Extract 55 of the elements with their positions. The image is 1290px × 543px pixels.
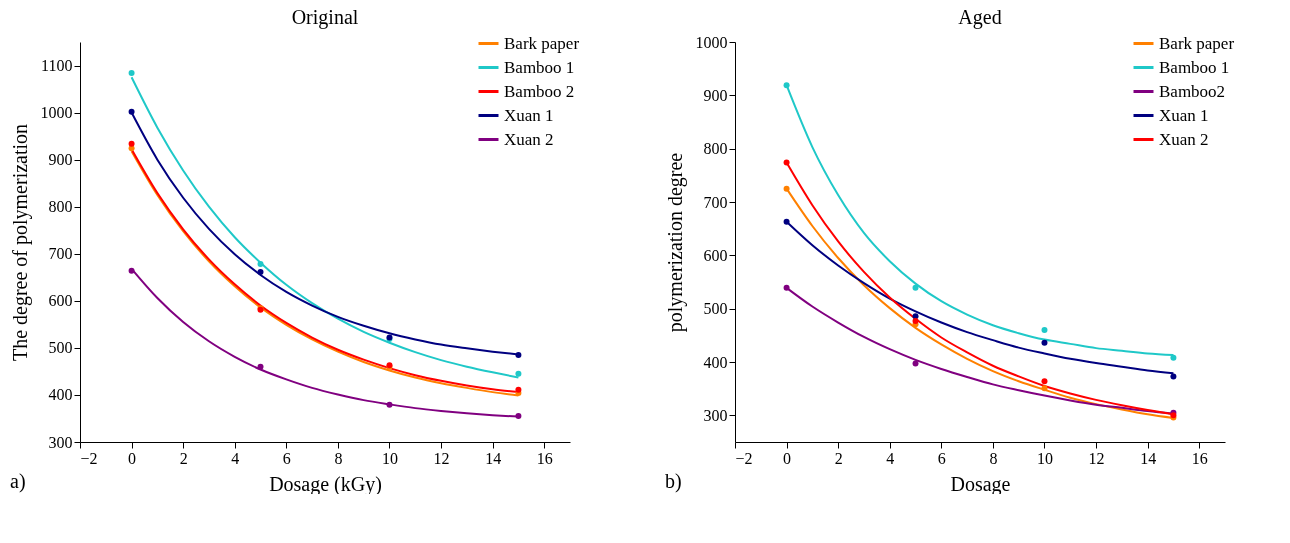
x-tick-label: 8	[334, 449, 343, 467]
legend-label: Xuan 1	[1159, 105, 1209, 125]
y-tick-label: 500	[48, 339, 73, 357]
y-tick-label: 1100	[41, 57, 73, 75]
legend-label: Xuan 1	[504, 105, 554, 125]
y-tick-label: 900	[48, 151, 73, 169]
y-tick-label: 300	[48, 433, 73, 451]
x-tick-label: 14	[485, 449, 502, 467]
x-tick-label: 12	[1088, 449, 1105, 467]
x-tick-label: 12	[433, 449, 450, 467]
y-tick-label: 900	[703, 86, 728, 104]
legend-label: Bamboo 1	[504, 57, 575, 77]
y-tick-label: 800	[48, 198, 73, 216]
x-tick-label: 10	[1036, 449, 1053, 467]
x-tick-label: 6	[282, 449, 291, 467]
y-tick-label: 700	[703, 193, 728, 211]
y-tick-label: 1000	[695, 33, 728, 51]
y-axis-title: The degree of polymerization	[8, 123, 32, 362]
x-tick-label: −2	[80, 449, 98, 467]
y-tick-label: 600	[703, 246, 728, 264]
y-tick-label: 500	[703, 300, 728, 318]
y-tick-label: 700	[48, 245, 73, 263]
y-axis-title: polymerization degree	[663, 152, 687, 333]
x-tick-label: 10	[381, 449, 398, 467]
x-tick-label: 4	[231, 449, 240, 467]
legend-label: Bamboo 2	[504, 81, 575, 101]
x-axis-title: Dosage (kGy)	[269, 472, 382, 496]
x-tick-label: 16	[1191, 449, 1208, 467]
legend-label: Bark paper	[504, 33, 580, 53]
x-tick-label: 2	[179, 449, 188, 467]
x-tick-label: 8	[989, 449, 998, 467]
y-tick-label: 600	[48, 292, 73, 310]
x-tick-label: 4	[886, 449, 895, 467]
legend-label: Xuan 2	[1159, 129, 1209, 149]
x-tick-label: 2	[834, 449, 843, 467]
chart-title: Aged	[958, 6, 1002, 29]
x-tick-label: 0	[783, 449, 792, 467]
y-tick-label: 400	[48, 386, 73, 404]
text: a)	[10, 470, 26, 493]
x-tick-label: −2	[735, 449, 753, 467]
x-tick-label: 16	[536, 449, 553, 467]
y-tick-label: 800	[703, 140, 728, 158]
x-tick-label: 0	[128, 449, 137, 467]
x-tick-label: 6	[937, 449, 946, 467]
text: b)	[665, 470, 682, 493]
legend-label: Bamboo2	[1159, 81, 1226, 101]
chart-title: Original	[291, 6, 359, 29]
legend-label: Xuan 2	[504, 129, 554, 149]
y-tick-label: 400	[703, 353, 728, 371]
y-tick-label: 300	[703, 406, 728, 424]
legend-label: Bark paper	[1159, 33, 1235, 53]
legend-label: Bamboo 1	[1159, 57, 1230, 77]
x-tick-label: 14	[1140, 449, 1157, 467]
x-axis-title: Dosage	[950, 472, 1011, 496]
y-tick-label: 1000	[40, 104, 73, 122]
